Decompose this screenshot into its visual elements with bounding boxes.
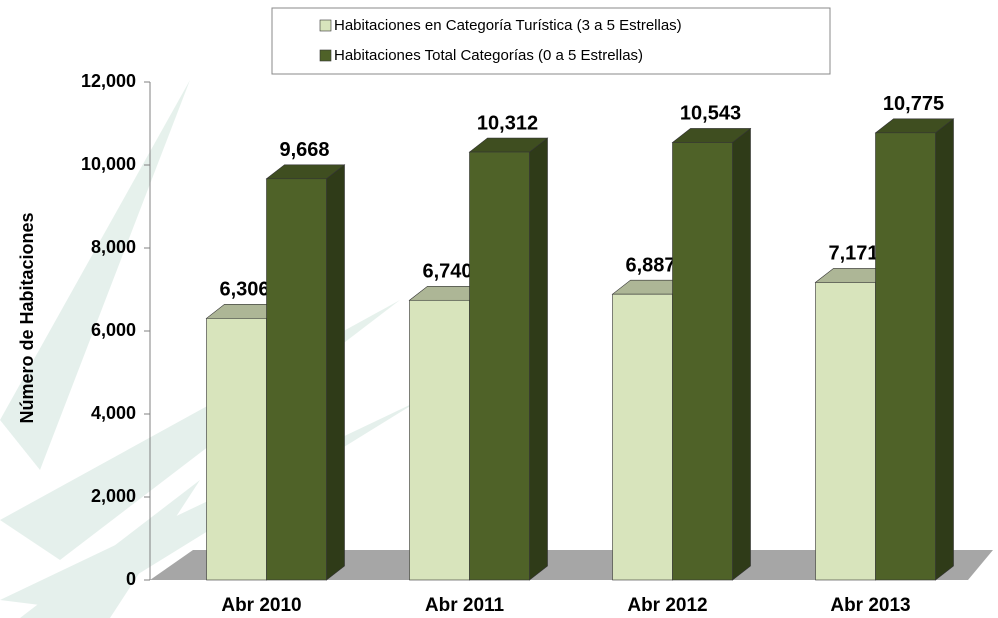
value-label: 10,543 bbox=[680, 103, 741, 125]
legend-swatch bbox=[319, 19, 332, 32]
value-label: 10,775 bbox=[883, 93, 944, 115]
legend-label: Habitaciones Total Categorías (0 a 5 Est… bbox=[334, 47, 643, 64]
y-tick-label: 6,000 bbox=[91, 320, 136, 340]
floor bbox=[150, 550, 993, 580]
value-label: 6,887 bbox=[625, 254, 675, 276]
bar-side bbox=[326, 164, 345, 581]
bar bbox=[409, 299, 470, 581]
value-label: 7,171 bbox=[828, 243, 878, 265]
bar-side bbox=[529, 137, 548, 581]
y-tick-label: 12,000 bbox=[81, 71, 136, 91]
y-axis-title: Número de Habitaciones bbox=[17, 212, 37, 423]
y-tick-label: 10,000 bbox=[81, 154, 136, 174]
bar bbox=[469, 151, 530, 581]
x-tick-label: Abr 2010 bbox=[221, 595, 301, 616]
y-tick-label: 0 bbox=[126, 569, 136, 589]
value-label: 6,306 bbox=[219, 279, 269, 301]
x-tick-label: Abr 2013 bbox=[830, 595, 910, 616]
bar bbox=[206, 318, 267, 581]
y-tick-label: 8,000 bbox=[91, 237, 136, 257]
bar-side bbox=[732, 127, 751, 581]
legend-label: Habitaciones en Categoría Turística (3 a… bbox=[334, 17, 682, 34]
value-label: 6,740 bbox=[422, 261, 472, 283]
x-tick-label: Abr 2011 bbox=[425, 595, 505, 616]
bar-side bbox=[935, 118, 954, 581]
y-tick-label: 4,000 bbox=[91, 403, 136, 423]
bar bbox=[815, 282, 876, 581]
bar bbox=[612, 293, 673, 581]
legend-box bbox=[271, 7, 831, 75]
value-label: 9,668 bbox=[279, 139, 329, 161]
x-tick-label: Abr 2012 bbox=[627, 595, 707, 616]
legend-swatch bbox=[319, 49, 332, 62]
value-label: 10,312 bbox=[477, 112, 538, 134]
bar bbox=[266, 178, 327, 581]
bar bbox=[672, 142, 733, 581]
y-tick-label: 2,000 bbox=[91, 486, 136, 506]
bar bbox=[875, 132, 936, 581]
